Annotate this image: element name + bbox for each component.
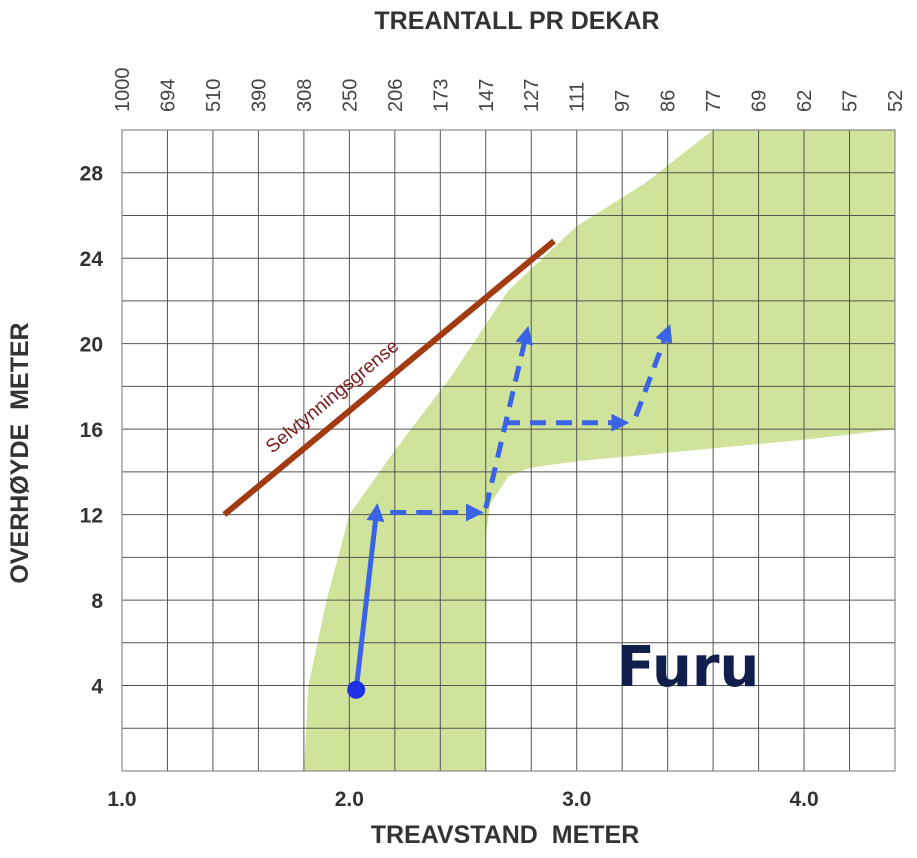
top-tick-label: 694 (158, 79, 180, 112)
y-tick-label: 20 (80, 334, 103, 357)
top-tick-label: 206 (385, 79, 407, 112)
top-tick-label: 52 (885, 90, 907, 112)
top-tick-label: 57 (840, 90, 862, 112)
path-arrow-1 (353, 503, 385, 691)
path-arrow-5 (633, 324, 673, 418)
y-tick-label: 4 (91, 676, 103, 699)
top-tick-label: 1000 (112, 68, 134, 113)
top-tick-label: 250 (339, 79, 361, 112)
y-tick-label: 16 (80, 419, 103, 442)
top-tick-label: 69 (749, 90, 771, 112)
x-tick-label: 2.0 (335, 788, 364, 811)
y-tick-label: 8 (91, 590, 103, 613)
self-thinning-line (222, 238, 556, 517)
start-point (347, 680, 366, 699)
top-tick-label: 97 (612, 90, 634, 112)
top-tick-label: 147 (476, 79, 498, 112)
top-tick-label: 62 (794, 90, 816, 112)
top-tick-label: 77 (703, 90, 725, 112)
top-tick-label: 86 (658, 90, 680, 112)
x-tick-label: 1.0 (107, 788, 136, 811)
x-tick-label: 3.0 (562, 788, 591, 811)
plot-frame (121, 129, 896, 772)
top-tick-label: 173 (430, 79, 452, 112)
x-tick-label: 4.0 (789, 788, 818, 811)
recommended-band (303, 130, 895, 771)
top-tick-label: 127 (521, 79, 543, 112)
y-axis-title: OVERHØYDE METER (6, 322, 34, 583)
y-tick-label: 28 (80, 163, 104, 186)
top-tick-label: 111 (567, 82, 589, 112)
top-tick-label: 390 (248, 79, 270, 112)
top-tick-label: 308 (294, 79, 316, 112)
self-thinning-label: Selvtynningsgrense (262, 336, 403, 458)
top-axis-title: TREANTALL PR DEKAR (374, 7, 659, 35)
x-axis-title: TREAVSTAND METER (371, 821, 640, 849)
species-label: Furu (617, 635, 760, 700)
top-tick-label: 510 (203, 79, 225, 112)
y-tick-label: 12 (80, 505, 103, 528)
y-tick-label: 24 (80, 248, 104, 271)
